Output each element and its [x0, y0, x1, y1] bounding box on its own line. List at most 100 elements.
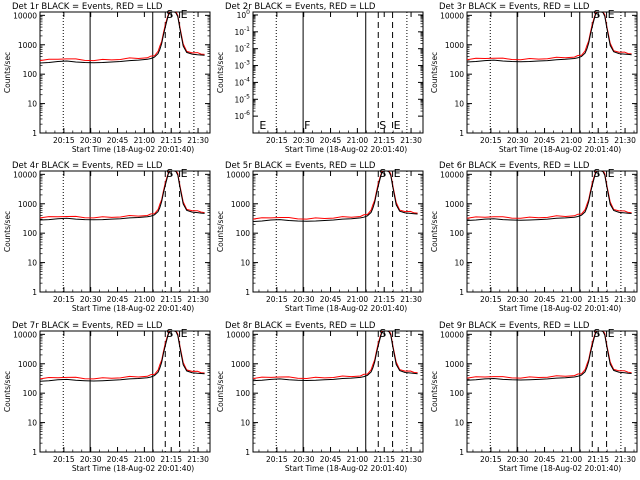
y-tick-label: 10-4 — [234, 76, 250, 87]
y-tick-label: 1000 — [445, 41, 464, 50]
y-tick-label: 1000 — [18, 200, 37, 209]
flare-marker-label: E — [394, 327, 401, 340]
plot-frame — [39, 11, 211, 134]
y-tick-label: 1 — [32, 288, 37, 297]
flare-marker-label: S — [166, 327, 173, 340]
x-tick-label: 20:30 — [507, 136, 529, 145]
panel-title: Det 7r BLACK = Events, RED = LLD — [12, 321, 163, 331]
x-axis-label: Start Time (18-Aug-02 20:01:40) — [72, 464, 194, 473]
y-tick-label: 100 — [237, 9, 251, 20]
y-tick-label: 100 — [236, 229, 251, 238]
x-axis-label: Start Time (18-Aug-02 20:01:40) — [499, 304, 621, 313]
x-tick-label: 20:45 — [107, 455, 129, 464]
panel-title: Det 6r BLACK = Events, RED = LLD — [439, 161, 590, 171]
y-tick-label: 10000 — [226, 330, 250, 339]
x-tick-label: 20:45 — [320, 136, 342, 145]
y-tick-label: 10000 — [13, 330, 37, 339]
panel-title: Det 3r BLACK = Events, RED = LLD — [439, 2, 590, 12]
flare-marker-label: S — [379, 167, 386, 180]
flare-marker-label: E — [181, 327, 188, 340]
x-tick-label: 21:15 — [587, 455, 609, 464]
y-tick-label: 10000 — [13, 170, 37, 179]
flare-marker-label: E — [394, 167, 401, 180]
y-tick-label: 10 — [454, 259, 464, 268]
panel-det-7: Det 7r BLACK = Events, RED = LLD 1 10 100 10… — [3, 321, 211, 473]
y-axis-label: Counts/sec — [216, 371, 225, 412]
x-tick-label: 21:00 — [561, 295, 583, 304]
x-tick-label: 21:15 — [373, 455, 395, 464]
series-line-black — [40, 12, 205, 64]
y-tick-label: 100 — [23, 389, 38, 398]
panel-title: Det 1r BLACK = Events, RED = LLD — [12, 2, 163, 12]
y-tick-label: 100 — [236, 389, 251, 398]
panel-title: Det 8r BLACK = Events, RED = LLD — [225, 321, 376, 331]
y-axis-label: Counts/sec — [3, 52, 12, 93]
y-tick-label: 10 — [240, 259, 250, 268]
y-tick-label: 10-3 — [234, 60, 250, 71]
y-axis-label: Counts/sec — [430, 211, 439, 252]
panel-det-8: Det 8r BLACK = Events, RED = LLD 1 10 100 10… — [216, 321, 424, 473]
x-tick-label: 21:15 — [160, 295, 182, 304]
x-tick-label: 21:15 — [587, 136, 609, 145]
panel-det-2: Det 2r BLACK = Events, RED = LLD 10-6 10-5… — [216, 2, 424, 154]
panel-det-6: Det 6r BLACK = Events, RED = LLD 1 10 100 10… — [430, 161, 638, 313]
x-tick-label: 20:30 — [507, 295, 529, 304]
x-tick-label: 21:00 — [134, 455, 156, 464]
x-tick-label: 21:00 — [561, 136, 583, 145]
flare-marker-label: E — [259, 119, 266, 132]
x-tick-label: 21:30 — [614, 295, 636, 304]
y-axis-label: Counts/sec — [216, 211, 225, 252]
x-tick-label: 21:30 — [400, 455, 422, 464]
panel-title: Det 4r BLACK = Events, RED = LLD — [12, 161, 163, 171]
y-tick-label: 10000 — [226, 170, 250, 179]
x-axis-label: Start Time (18-Aug-02 20:01:40) — [285, 304, 407, 313]
x-tick-label: 20:45 — [534, 455, 556, 464]
y-tick-label: 10-6 — [234, 110, 250, 121]
plot-frame — [466, 170, 638, 293]
y-tick-label: 100 — [23, 229, 38, 238]
y-tick-label: 1 — [245, 288, 250, 297]
x-tick-label: 20:30 — [80, 136, 102, 145]
y-axis-label: Counts/sec — [430, 52, 439, 93]
x-tick-label: 21:30 — [187, 455, 209, 464]
x-tick-label: 20:15 — [266, 136, 288, 145]
y-tick-label: 1 — [459, 288, 464, 297]
y-tick-label: 10 — [240, 419, 250, 428]
series-line-black — [40, 331, 205, 382]
x-tick-label: 20:15 — [480, 455, 502, 464]
x-tick-label: 20:45 — [534, 136, 556, 145]
x-axis-label: Start Time (18-Aug-02 20:01:40) — [285, 145, 407, 154]
series-line-black — [467, 12, 632, 63]
x-tick-label: 20:30 — [293, 295, 315, 304]
x-tick-label: 21:30 — [614, 136, 636, 145]
x-tick-label: 20:45 — [107, 136, 129, 145]
flare-marker-label: S — [593, 327, 600, 340]
series-line-black — [467, 331, 632, 381]
y-tick-label: 100 — [450, 229, 465, 238]
y-tick-label: 10000 — [440, 11, 464, 20]
flare-marker-label: E — [181, 167, 188, 180]
y-axis-label: Counts/sec — [430, 371, 439, 412]
x-tick-label: 21:00 — [134, 295, 156, 304]
flare-marker-label: S — [593, 8, 600, 21]
y-tick-label: 10 — [454, 100, 464, 109]
plot-frame — [39, 330, 211, 453]
x-tick-label: 20:45 — [320, 295, 342, 304]
plot-frame — [466, 11, 638, 134]
y-tick-label: 10-2 — [234, 43, 250, 54]
x-tick-label: 21:00 — [347, 136, 369, 145]
y-axis-label: Counts/sec — [216, 52, 225, 93]
y-tick-label: 10 — [454, 419, 464, 428]
x-tick-label: 20:45 — [320, 455, 342, 464]
flare-marker-label: E — [608, 327, 615, 340]
x-tick-label: 21:15 — [587, 295, 609, 304]
x-tick-label: 20:30 — [293, 455, 315, 464]
y-tick-label: 1000 — [445, 360, 464, 369]
x-tick-label: 20:30 — [293, 136, 315, 145]
flare-marker-label: E — [394, 119, 401, 132]
x-tick-label: 21:30 — [400, 136, 422, 145]
flare-marker-label: S — [379, 327, 386, 340]
x-tick-label: 20:15 — [266, 455, 288, 464]
